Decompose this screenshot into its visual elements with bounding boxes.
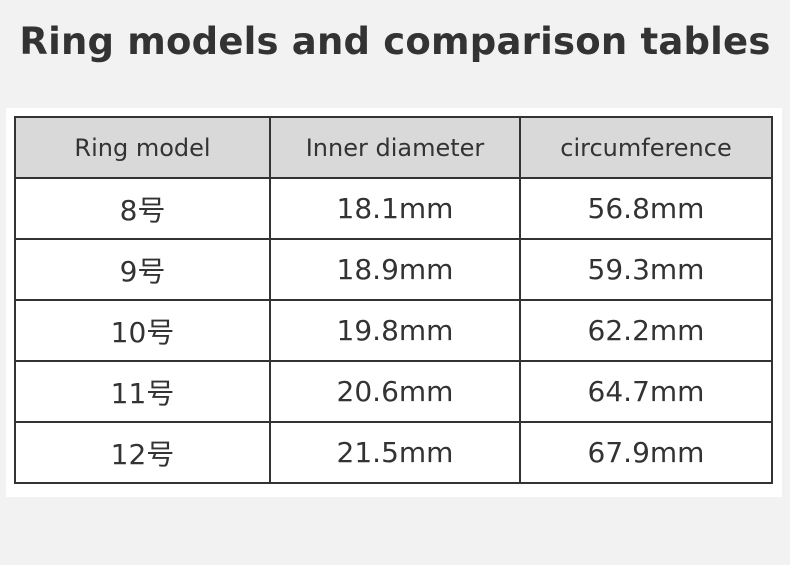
- table-cell: 11号: [14, 360, 271, 423]
- table-cell: 20.6mm: [269, 360, 521, 423]
- table-row: 12号 21.5mm 67.9mm: [14, 421, 773, 484]
- column-header: Ring model: [14, 116, 271, 179]
- header-row: Ring model Inner diameter circumference: [14, 116, 773, 179]
- table-row: 10号 19.8mm 62.2mm: [14, 299, 773, 362]
- table-cell: 64.7mm: [519, 360, 773, 423]
- table-cell: 21.5mm: [269, 421, 521, 484]
- table-row: 9号 18.9mm 59.3mm: [14, 238, 773, 301]
- title: Ring models and comparison tables: [19, 20, 771, 63]
- table-body: 8号 18.1mm 56.8mm 9号 18.9mm 59.3mm 10号 19.8mm 62.…: [14, 177, 773, 484]
- table-cell: 19.8mm: [269, 299, 521, 362]
- table-row: 11号 20.6mm 64.7mm: [14, 360, 773, 423]
- table-cell: 62.2mm: [519, 299, 773, 362]
- column-header: Inner diameter: [269, 116, 521, 179]
- table-cell: 8号: [14, 177, 271, 240]
- table-cell: 12号: [14, 421, 271, 484]
- table-cell: 67.9mm: [519, 421, 773, 484]
- table-cell: 59.3mm: [519, 238, 773, 301]
- table-cell: 10号: [14, 299, 271, 362]
- size-table: Ring model Inner diameter circumference 8号…: [14, 116, 773, 484]
- column-header: circumference: [519, 116, 773, 179]
- table-cell: 18.9mm: [269, 238, 521, 301]
- table-cell: 18.1mm: [269, 177, 521, 240]
- table-cell: 56.8mm: [519, 177, 773, 240]
- table-row: 8号 18.1mm 56.8mm: [14, 177, 773, 240]
- table-cell: 9号: [14, 238, 271, 301]
